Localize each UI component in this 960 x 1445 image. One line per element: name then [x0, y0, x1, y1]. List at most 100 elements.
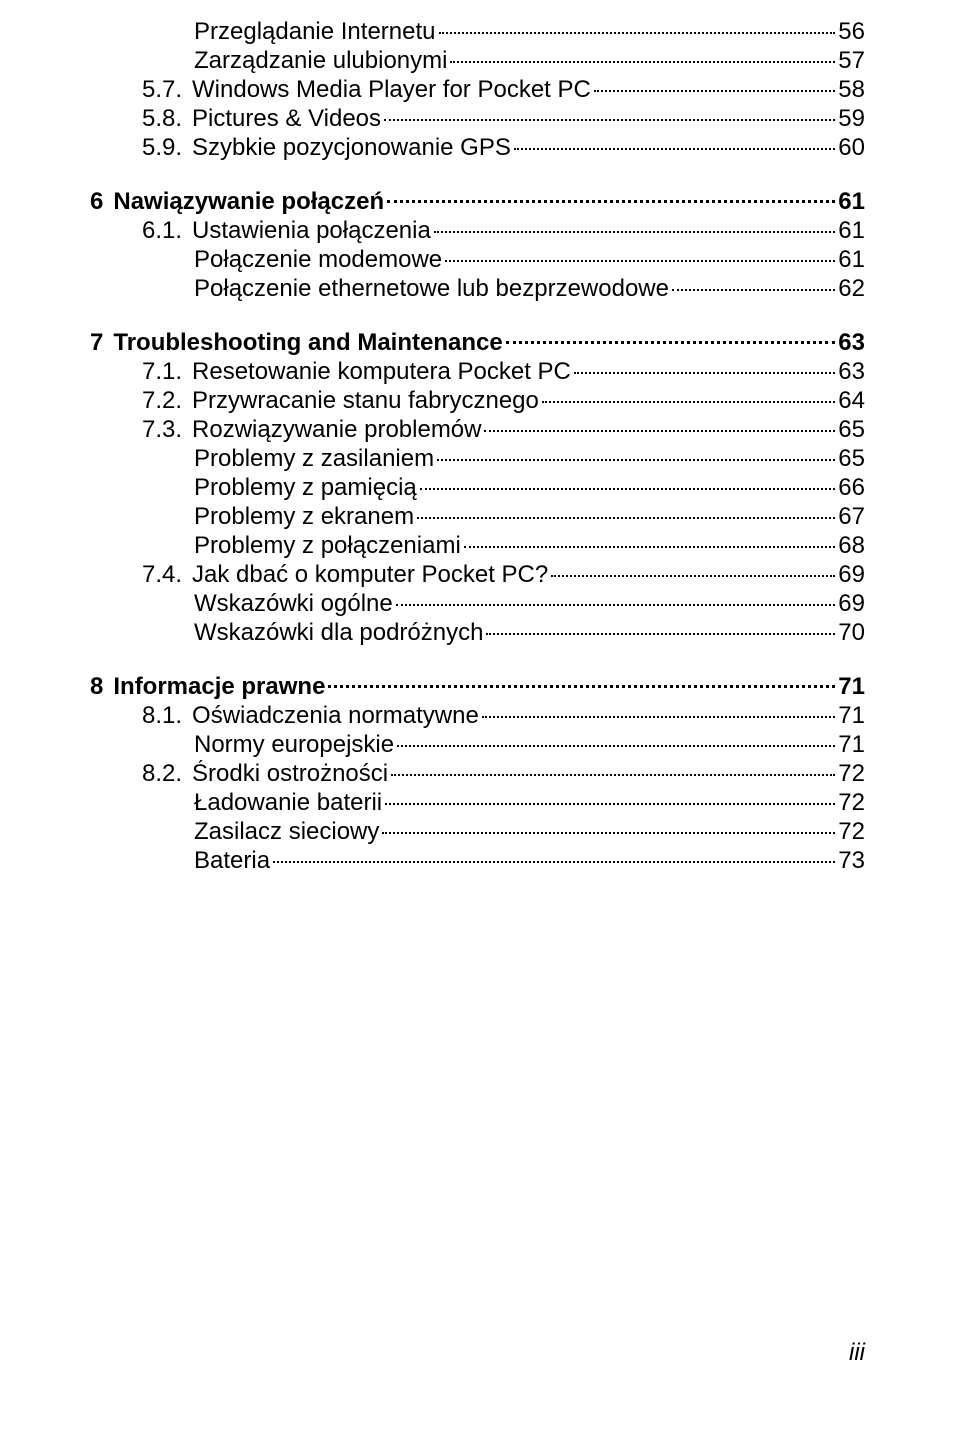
- toc-entry-number: 5.8.: [142, 105, 182, 133]
- toc-entry-label: Informacje prawne: [113, 673, 325, 701]
- toc-leader-dots: [420, 488, 836, 490]
- toc-entry: 5.7.Windows Media Player for Pocket PC58: [142, 76, 865, 104]
- toc-leader-dots: [387, 200, 835, 203]
- toc-leader-dots: [542, 401, 835, 403]
- toc-entry-number: 5.7.: [142, 76, 182, 104]
- toc-leader-dots: [464, 546, 836, 548]
- toc-entry-page: 70: [838, 619, 865, 647]
- toc-entry: 8.2.Środki ostrożności72: [142, 760, 865, 788]
- toc-leader-dots: [439, 32, 836, 34]
- toc-entry-page: 69: [838, 561, 865, 589]
- toc-entry-page: 72: [838, 760, 865, 788]
- toc-entry-label: Przywracanie stanu fabrycznego: [192, 387, 539, 415]
- toc-entry: Problemy z pamięcią 66: [194, 474, 865, 502]
- toc-entry-number: 7.1.: [142, 358, 182, 386]
- toc-entry-page: 67: [838, 503, 865, 531]
- toc-leader-dots: [486, 633, 835, 635]
- toc-entry: 7Troubleshooting and Maintenance63: [90, 329, 865, 357]
- toc-entry: Problemy z połączeniami 68: [194, 532, 865, 560]
- toc-entry-page: 71: [838, 731, 865, 759]
- toc-entry: 5.8. Pictures & Videos 59: [142, 105, 865, 133]
- toc-leader-dots: [434, 231, 835, 233]
- toc-entry-page: 56: [838, 18, 865, 46]
- toc-entry: Wskazówki ogólne 69: [194, 590, 865, 618]
- toc-entry-label: Normy europejskie: [194, 731, 394, 759]
- toc-leader-dots: [382, 832, 835, 834]
- toc-leader-dots: [437, 459, 835, 461]
- toc-entry: Zarządzanie ulubionymi 57: [194, 47, 865, 75]
- toc-entry-page: 71: [838, 702, 865, 730]
- toc-entry-label: Resetowanie komputera Pocket PC: [192, 358, 571, 386]
- toc-entry-label: Pictures & Videos: [192, 105, 381, 133]
- toc-leader-dots: [594, 90, 835, 92]
- toc-entry-page: 63: [838, 358, 865, 386]
- page-number-footer: iii: [849, 1339, 865, 1367]
- toc-leader-dots: [396, 604, 836, 606]
- toc-entry-number: 7.3.: [142, 416, 182, 444]
- toc-entry: 6.1.Ustawienia połączenia61: [142, 217, 865, 245]
- toc-leader-dots: [551, 575, 835, 577]
- toc-entry: 7.2. Przywracanie stanu fabrycznego 64: [142, 387, 865, 415]
- toc-entry: 8Informacje prawne71: [90, 673, 865, 701]
- toc-leader-dots: [482, 716, 835, 718]
- toc-entry-label: Troubleshooting and Maintenance: [113, 329, 502, 357]
- toc-entry-page: 59: [838, 105, 865, 133]
- toc-entry-page: 58: [838, 76, 865, 104]
- toc-entry-number: 7.2.: [142, 387, 182, 415]
- toc-leader-dots: [384, 119, 835, 121]
- toc-entry-page: 61: [838, 246, 865, 274]
- toc-entry-label: Problemy z połączeniami: [194, 532, 461, 560]
- toc-entry: Normy europejskie 71: [194, 731, 865, 759]
- toc-entry-page: 72: [838, 789, 865, 817]
- toc-entry-label: Oświadczenia normatywne: [192, 702, 479, 730]
- toc-entry: Bateria 73: [194, 847, 865, 875]
- toc-entry-page: 69: [838, 590, 865, 618]
- toc-entry-label: Problemy z pamięcią: [194, 474, 417, 502]
- toc-leader-dots: [574, 372, 835, 374]
- toc-entry-page: 68: [838, 532, 865, 560]
- toc-entry-page: 64: [838, 387, 865, 415]
- toc-entry-page: 72: [838, 818, 865, 846]
- toc-leader-dots: [514, 148, 835, 150]
- toc-entry-page: 61: [838, 217, 865, 245]
- toc-entry: Połączenie ethernetowe lub bezprzewodowe…: [194, 275, 865, 303]
- toc-entry: 7.1. Resetowanie komputera Pocket PC 63: [142, 358, 865, 386]
- toc-entry-page: 66: [838, 474, 865, 502]
- toc-entry-label: Połączenie modemowe: [194, 246, 442, 274]
- toc-entry-number: 5.9.: [142, 134, 182, 162]
- toc-leader-dots: [273, 861, 835, 863]
- toc-entry: 5.9.Szybkie pozycjonowanie GPS60: [142, 134, 865, 162]
- toc-entry: 6Nawiązywanie połączeń61: [90, 188, 865, 216]
- toc-entry-label: Bateria: [194, 847, 270, 875]
- toc-leader-dots: [417, 517, 835, 519]
- toc-leader-dots: [328, 685, 835, 688]
- toc-entry-label: Problemy z ekranem: [194, 503, 414, 531]
- toc-entry-page: 65: [838, 416, 865, 444]
- toc-entry-number: 8: [90, 673, 103, 701]
- toc-entry-page: 60: [838, 134, 865, 162]
- toc-leader-dots: [397, 745, 835, 747]
- toc-leader-dots: [672, 289, 835, 291]
- toc-entry-label: Ładowanie baterii: [194, 789, 382, 817]
- toc-entry: 7.4.Jak dbać o komputer Pocket PC?69: [142, 561, 865, 589]
- toc-entry: Ładowanie baterii 72: [194, 789, 865, 817]
- toc-entry: Problemy z zasilaniem 65: [194, 445, 865, 473]
- toc-entry-label: Nawiązywanie połączeń: [113, 188, 384, 216]
- toc-entry-number: 7.4.: [142, 561, 182, 589]
- toc-entry-page: 57: [838, 47, 865, 75]
- toc-entry-label: Problemy z zasilaniem: [194, 445, 434, 473]
- toc-entry: 8.1.Oświadczenia normatywne71: [142, 702, 865, 730]
- toc-entry-label: Przeglądanie Internetu: [194, 18, 436, 46]
- toc-entry-label: Wskazówki ogólne: [194, 590, 393, 618]
- toc-entry-number: 6: [90, 188, 103, 216]
- toc-entry-label: Wskazówki dla podróżnych: [194, 619, 483, 647]
- page-number: iii: [849, 1339, 865, 1366]
- toc-leader-dots: [450, 61, 835, 63]
- toc-entry-page: 73: [838, 847, 865, 875]
- toc-entry-label: Ustawienia połączenia: [192, 217, 431, 245]
- toc-leader-dots: [445, 260, 835, 262]
- toc-entry-label: Zarządzanie ulubionymi: [194, 47, 447, 75]
- toc-leader-dots: [391, 774, 835, 776]
- toc-entry: Problemy z ekranem 67: [194, 503, 865, 531]
- toc-entry-page: 65: [838, 445, 865, 473]
